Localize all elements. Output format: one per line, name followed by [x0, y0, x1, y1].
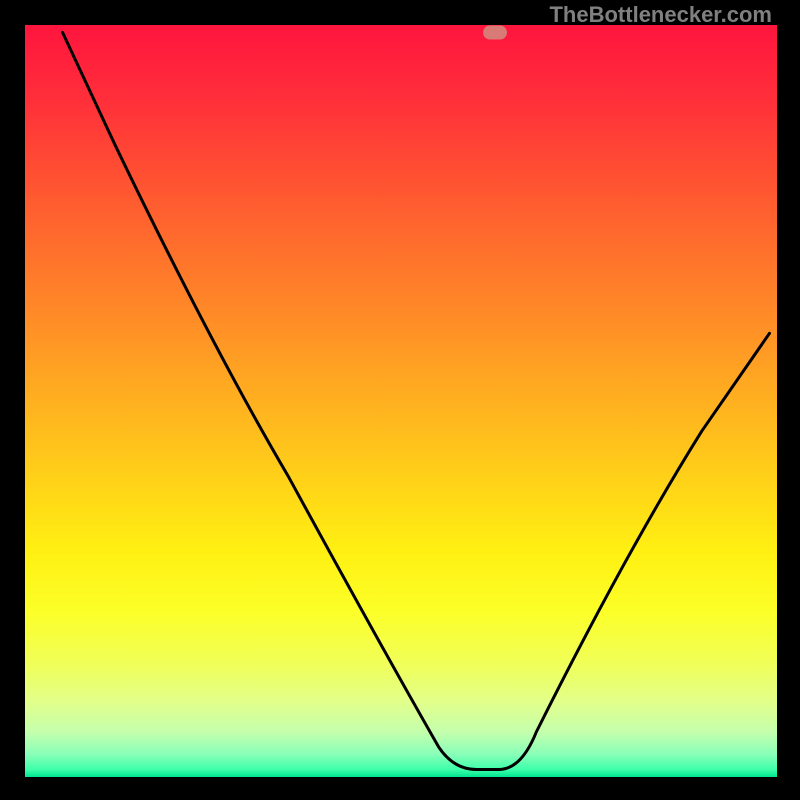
chart-container: TheBottlenecker.com [0, 0, 800, 800]
curve-layer [25, 25, 777, 777]
plot-area [25, 25, 777, 777]
watermark-text: TheBottlenecker.com [549, 2, 772, 28]
optimum-marker [483, 26, 507, 40]
bottleneck-curve [63, 33, 770, 770]
